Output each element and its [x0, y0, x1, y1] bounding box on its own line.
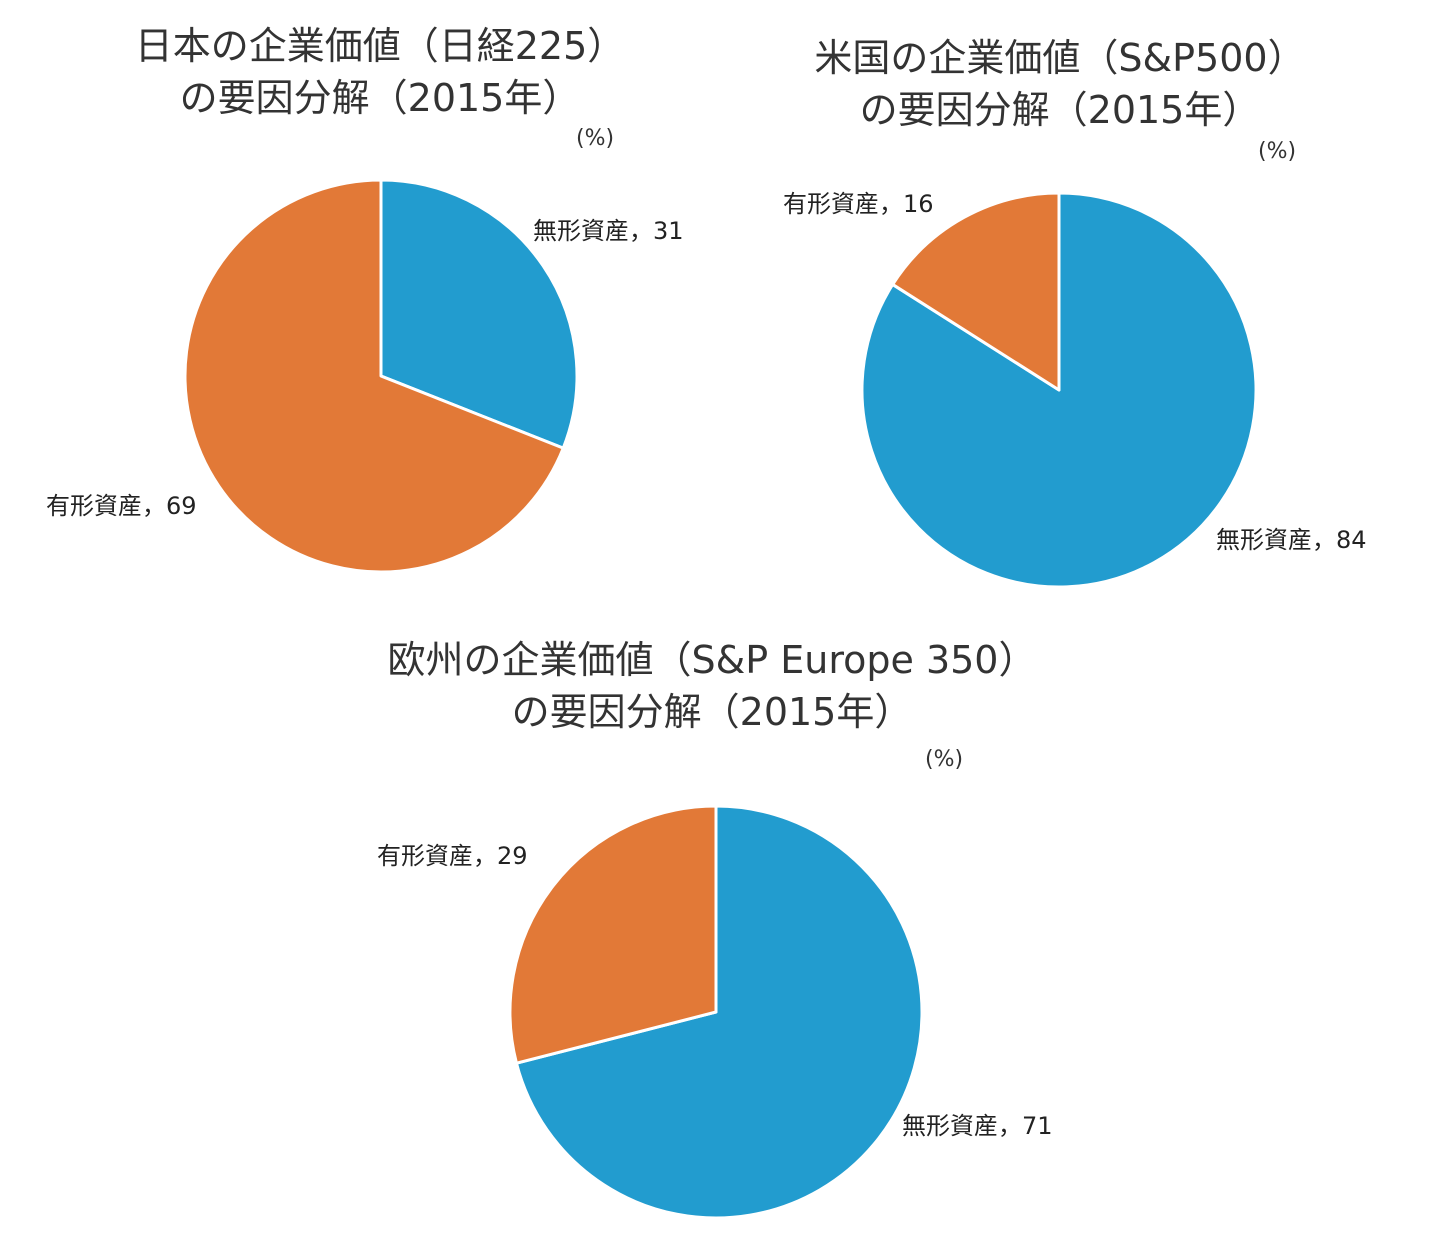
chart-title-usa: 米国の企業価値（S&P500） の要因分解（2015年） — [750, 32, 1370, 136]
chart-title-japan: 日本の企業価値（日経225） の要因分解（2015年） — [70, 20, 690, 124]
pie-slice-intangible — [379, 178, 579, 450]
chart-title-europe: 欧州の企業価値（S&P Europe 350） の要因分解（2015年） — [362, 634, 1062, 738]
unit-label: (%) — [576, 126, 615, 151]
slice-label-tangible: 有形資産，29 — [377, 842, 528, 870]
pie-slice-tangible — [891, 191, 1061, 392]
unit-label: (%) — [925, 747, 964, 772]
chart-title-line-2: の要因分解（2015年） — [859, 88, 1261, 132]
slice-label-intangible: 無形資産，31 — [533, 217, 684, 245]
chart-title-line-2: の要因分解（2015年） — [179, 76, 581, 120]
slice-label-intangible: 無形資産，71 — [902, 1112, 1053, 1140]
pie-slice-tangible — [508, 804, 718, 1065]
slice-label-tangible: 有形資産，16 — [783, 190, 934, 218]
slice-label-intangible: 無形資産，84 — [1216, 526, 1367, 554]
chart-title-line-2: の要因分解（2015年） — [511, 690, 913, 734]
chart-title-line-1: 日本の企業価値（日経225） — [134, 24, 626, 68]
unit-label: (%) — [1258, 139, 1297, 164]
chart-title-line-1: 米国の企業価値（S&P500） — [814, 36, 1306, 80]
pie-slice-tangible — [183, 178, 565, 574]
chart-title-line-1: 欧州の企業価値（S&P Europe 350） — [387, 638, 1037, 682]
slice-label-tangible: 有形資産，69 — [46, 492, 197, 520]
pie-slice-intangible — [514, 804, 924, 1220]
